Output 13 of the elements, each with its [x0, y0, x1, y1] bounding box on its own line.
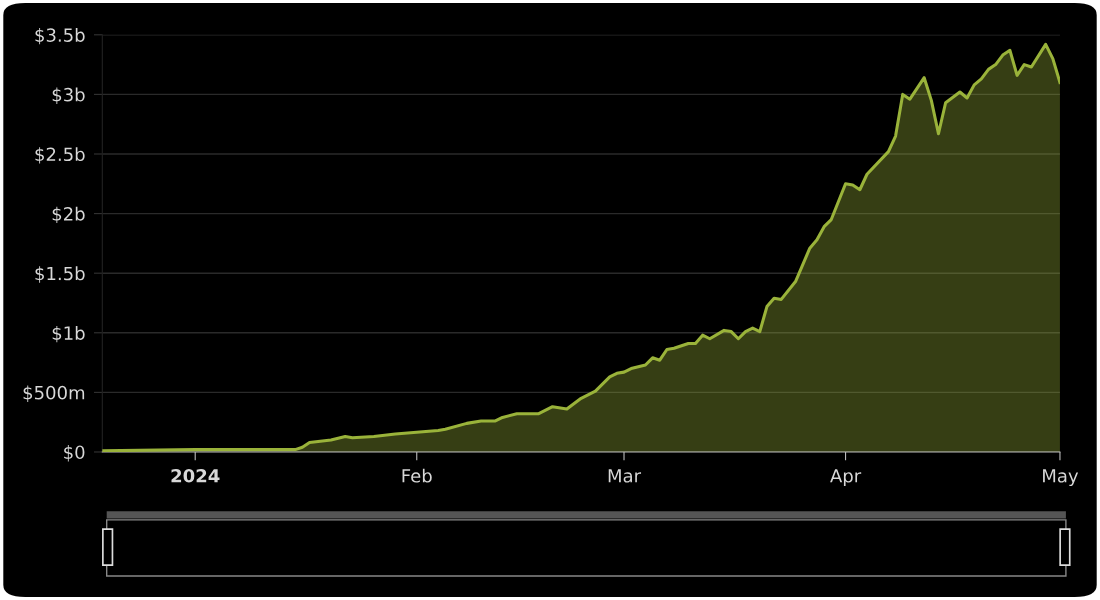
x-tick-label: Apr: [830, 469, 862, 487]
y-tick-label: $1b: [52, 325, 85, 343]
x-tick-label: May: [1043, 469, 1079, 487]
y-tick-label: $0: [64, 445, 85, 462]
x-tick-label: 2024: [171, 468, 220, 483]
y-tick-label: $1.5b: [35, 266, 85, 283]
y-tick-label: $3.5b: [35, 27, 85, 45]
x-tick-label: Feb: [402, 468, 432, 483]
x-tick-label: Mar: [608, 469, 642, 483]
y-tick-label: $2b: [52, 206, 85, 224]
y-tick-label: $2.5b: [35, 147, 85, 164]
y-tick-label: $500m: [23, 385, 85, 402]
y-tick-label: $3b: [52, 87, 85, 104]
